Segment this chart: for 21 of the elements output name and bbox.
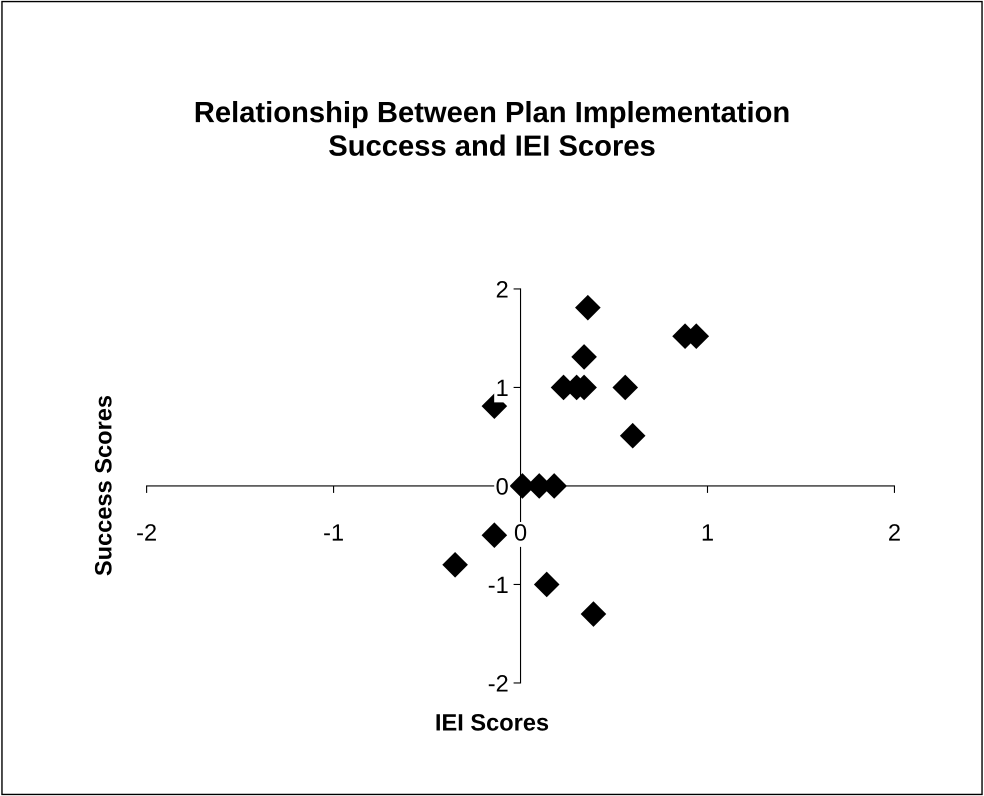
point	[612, 374, 638, 400]
y-tick-label: -2	[488, 675, 508, 692]
y-tick-label: 0	[496, 478, 508, 495]
y-tick-label: 2	[496, 281, 508, 298]
x-tick-label: 0	[514, 524, 526, 541]
point	[575, 294, 601, 320]
x-axis-title: IEI Scores	[436, 714, 548, 731]
x-tick-label: 2	[889, 524, 900, 541]
chart-title: Relationship Between Plan Implementation Success and IEI Scores	[196, 100, 788, 156]
point	[442, 552, 468, 578]
y-tick-label: -1	[488, 576, 508, 594]
point	[482, 522, 508, 548]
x-tick-label: -1	[324, 524, 343, 541]
point	[580, 601, 606, 627]
y-axis-title: Success Scores	[94, 396, 112, 576]
point	[571, 344, 597, 370]
point	[620, 422, 646, 449]
point	[534, 572, 560, 598]
y-tick-label: 1	[497, 380, 508, 396]
x-tick-label: -2	[137, 524, 156, 541]
x-tick-label: 1	[702, 524, 713, 541]
